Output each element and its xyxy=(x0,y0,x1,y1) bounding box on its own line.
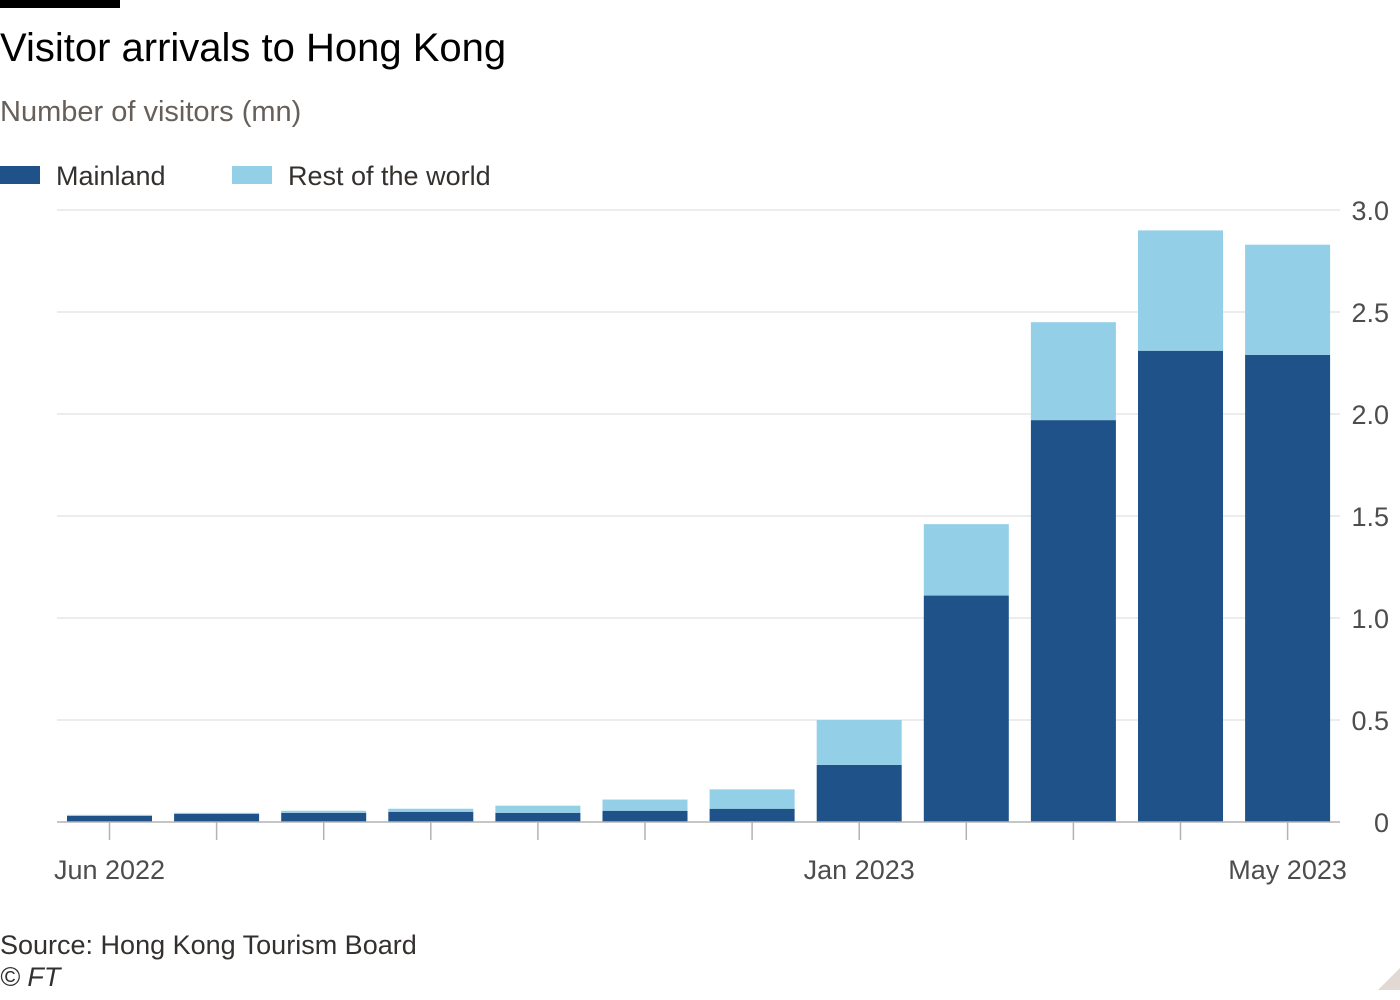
y-tick-label: 2.0 xyxy=(1351,400,1389,430)
bar-segment-mainland xyxy=(388,811,474,822)
bar-segment-mainland xyxy=(1245,354,1331,822)
bar-segment-rest-of-world xyxy=(388,808,474,812)
bar-segment-mainland xyxy=(1030,420,1116,822)
bar-segment-mainland xyxy=(495,812,581,822)
legend-swatch-mainland xyxy=(0,166,40,184)
y-tick-label: 2.5 xyxy=(1351,298,1389,328)
y-tick-label: 3.0 xyxy=(1351,196,1389,226)
header-accent-bar xyxy=(0,0,120,8)
bar-segment-rest-of-world xyxy=(816,720,902,765)
bar-segment-mainland xyxy=(1138,350,1223,822)
legend-label-rest-of-world: Rest of the world xyxy=(288,161,491,191)
x-tick-label: Jan 2023 xyxy=(804,855,915,885)
chart-title: Visitor arrivals to Hong Kong xyxy=(0,26,507,70)
bar-segment-rest-of-world xyxy=(1245,244,1331,355)
chart-subtitle: Number of visitors (mn) xyxy=(0,96,302,128)
y-tick-label: 1.5 xyxy=(1351,502,1389,532)
bar-segment-rest-of-world xyxy=(174,812,260,814)
bar-segment-rest-of-world xyxy=(923,524,1009,596)
copyright-note: © FT xyxy=(0,962,61,992)
bar-segment-mainland xyxy=(923,595,1009,822)
bar-segment-rest-of-world xyxy=(1030,322,1116,421)
bar-segment-rest-of-world xyxy=(281,810,367,813)
bar-segment-mainland xyxy=(174,813,260,822)
bar-segment-rest-of-world xyxy=(602,799,688,811)
bar-segment-mainland xyxy=(67,815,152,822)
x-tick-label: May 2023 xyxy=(1228,855,1347,885)
x-tick-label: Jun 2022 xyxy=(54,855,165,885)
bar-segment-mainland xyxy=(709,808,795,822)
bar-segment-mainland xyxy=(281,812,367,822)
bar-segment-rest-of-world xyxy=(709,789,795,809)
source-note: Source: Hong Kong Tourism Board xyxy=(0,930,417,960)
bar-segment-mainland xyxy=(602,810,688,822)
y-tick-label: 1.0 xyxy=(1351,604,1389,634)
bar-segment-rest-of-world xyxy=(495,805,581,813)
y-tick-label: 0 xyxy=(1374,808,1389,838)
bar-segment-rest-of-world xyxy=(67,814,152,816)
legend-label-mainland: Mainland xyxy=(56,161,166,191)
bar-segment-mainland xyxy=(816,764,902,822)
legend-swatch-rest-of-world xyxy=(232,166,272,184)
bar-segment-rest-of-world xyxy=(1138,230,1223,351)
corner-mark xyxy=(1378,968,1400,990)
y-tick-label: 0.5 xyxy=(1351,706,1389,736)
